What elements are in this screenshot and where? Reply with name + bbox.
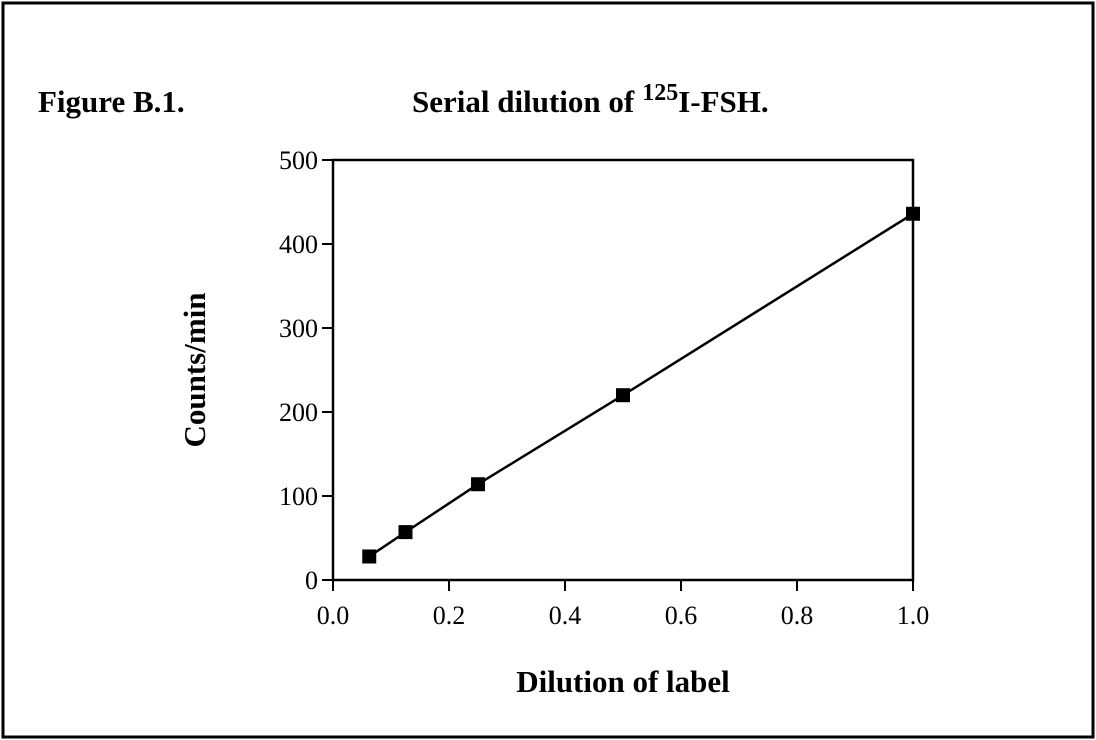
figure-label: Figure B.1. bbox=[38, 84, 185, 119]
x-tick-label: 0.6 bbox=[665, 601, 698, 630]
x-tick-label: 0.8 bbox=[781, 601, 814, 630]
title-after: I-FSH. bbox=[678, 84, 768, 119]
x-tick-label: 1.0 bbox=[897, 601, 930, 630]
plot-frame bbox=[331, 158, 915, 582]
x-tick-label: 0.0 bbox=[317, 601, 350, 630]
marker bbox=[362, 549, 377, 564]
x-tick-label: 0.4 bbox=[549, 601, 582, 630]
marker bbox=[906, 206, 920, 221]
marker bbox=[471, 477, 485, 492]
y-tick-label: 300 bbox=[279, 314, 318, 343]
title-before: Serial dilution of bbox=[412, 84, 635, 119]
x-tick-label: 0.2 bbox=[433, 601, 466, 630]
y-tick-label: 0 bbox=[305, 566, 318, 595]
y-tick-label: 200 bbox=[279, 398, 318, 427]
y-tick-label: 500 bbox=[279, 146, 318, 175]
marker bbox=[616, 388, 630, 403]
title-superscript: 125 bbox=[642, 80, 678, 106]
x-axis-label: Dilution of label bbox=[516, 664, 730, 699]
marker bbox=[398, 525, 413, 540]
y-tick-label: 400 bbox=[279, 230, 318, 259]
chart-title: Serial dilution of 125I-FSH. bbox=[412, 80, 769, 119]
y-tick-label: 100 bbox=[279, 482, 318, 511]
y-axis-label: Counts/min bbox=[177, 292, 212, 447]
